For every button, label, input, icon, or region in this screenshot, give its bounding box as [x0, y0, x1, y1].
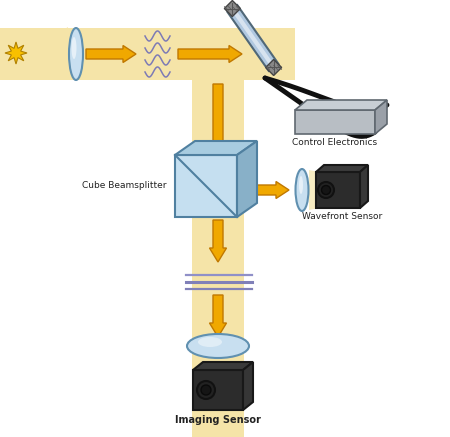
Ellipse shape — [318, 182, 334, 198]
Ellipse shape — [187, 334, 249, 358]
FancyArrow shape — [210, 84, 226, 166]
Ellipse shape — [296, 169, 309, 211]
Polygon shape — [193, 362, 253, 370]
Polygon shape — [237, 141, 257, 217]
Polygon shape — [5, 42, 27, 64]
Ellipse shape — [197, 381, 215, 399]
FancyArrow shape — [210, 220, 226, 262]
FancyArrow shape — [86, 45, 136, 62]
Polygon shape — [175, 155, 237, 217]
Bar — [0, 28, 295, 80]
Polygon shape — [360, 165, 368, 208]
Bar — [295, 110, 375, 134]
Ellipse shape — [299, 176, 303, 194]
FancyArrow shape — [178, 45, 242, 62]
Polygon shape — [227, 5, 279, 71]
Polygon shape — [266, 59, 282, 76]
Ellipse shape — [69, 28, 83, 80]
Polygon shape — [375, 100, 387, 134]
Ellipse shape — [321, 185, 330, 194]
Polygon shape — [309, 170, 350, 210]
Polygon shape — [175, 141, 257, 155]
Polygon shape — [295, 100, 387, 110]
Polygon shape — [198, 358, 238, 404]
Text: Control Electronics: Control Electronics — [292, 138, 378, 147]
FancyArrow shape — [210, 295, 226, 337]
Text: Cube Beamsplitter: Cube Beamsplitter — [82, 181, 167, 191]
Ellipse shape — [72, 37, 76, 59]
Polygon shape — [233, 10, 273, 66]
Polygon shape — [26, 27, 68, 79]
Bar — [192, 70, 244, 437]
FancyArrow shape — [239, 181, 289, 198]
Ellipse shape — [198, 337, 222, 347]
Ellipse shape — [201, 385, 211, 395]
Polygon shape — [316, 165, 368, 172]
Bar — [316, 172, 360, 208]
Polygon shape — [225, 0, 240, 17]
Bar — [193, 370, 243, 410]
Text: Wavefront Sensor: Wavefront Sensor — [302, 212, 382, 221]
Polygon shape — [243, 362, 253, 410]
Text: Imaging Sensor: Imaging Sensor — [175, 415, 261, 425]
